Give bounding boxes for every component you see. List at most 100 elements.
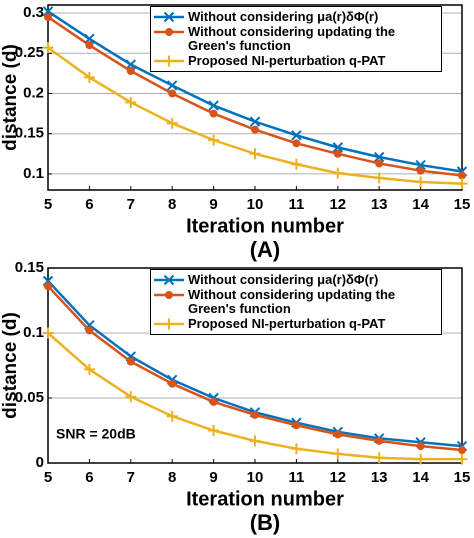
x-axis-label: Iteration number bbox=[186, 488, 344, 510]
marker bbox=[291, 130, 302, 141]
marker bbox=[165, 28, 173, 36]
marker bbox=[126, 66, 135, 75]
marker bbox=[415, 176, 427, 188]
y-tick-label: 0.2 bbox=[23, 84, 44, 101]
legend-label: Without considering updating the Green's… bbox=[188, 287, 396, 316]
legend-label: Proposed NI-perturbation q-PAT bbox=[188, 53, 386, 68]
marker bbox=[208, 425, 220, 436]
marker bbox=[292, 421, 301, 430]
marker bbox=[332, 167, 344, 179]
marker bbox=[163, 274, 175, 286]
marker bbox=[208, 100, 219, 111]
marker bbox=[125, 59, 137, 70]
y-tick-label: 0.15 bbox=[15, 259, 44, 276]
x-tick-label: 7 bbox=[127, 196, 135, 213]
legend-entry: Proposed NI-perturbation q-PAT bbox=[154, 317, 438, 331]
marker bbox=[83, 363, 95, 375]
y-axis-label: distance (d) bbox=[0, 44, 21, 151]
marker bbox=[42, 327, 54, 339]
marker bbox=[290, 443, 302, 455]
y-tick-label: 0.1 bbox=[23, 165, 44, 182]
marker bbox=[373, 151, 385, 163]
legend-entry: Proposed NI-perturbation q-PAT bbox=[154, 54, 438, 68]
marker bbox=[332, 448, 344, 460]
x-tick-label: 14 bbox=[412, 469, 429, 486]
marker bbox=[251, 410, 259, 419]
marker bbox=[163, 318, 175, 330]
y-tick-label: 0 bbox=[36, 454, 44, 471]
marker bbox=[415, 453, 427, 465]
marker bbox=[83, 71, 95, 83]
x-tick-label: 10 bbox=[247, 196, 264, 213]
x-tick-label: 5 bbox=[44, 196, 52, 213]
marker bbox=[373, 452, 385, 464]
x-tick-label: 11 bbox=[288, 196, 304, 213]
marker bbox=[416, 442, 425, 451]
marker bbox=[125, 96, 137, 108]
axes-box bbox=[47, 267, 463, 464]
marker bbox=[332, 142, 344, 153]
marker bbox=[44, 13, 52, 22]
legend-swatch bbox=[154, 291, 184, 299]
legend-label: Without considering μa(r)δΦ(r) bbox=[188, 272, 379, 287]
x-tick-label: 9 bbox=[209, 196, 217, 213]
marker bbox=[290, 158, 302, 170]
marker bbox=[163, 11, 175, 23]
x-axis-label: Iteration number bbox=[186, 215, 344, 237]
legend-label: Proposed NI-perturbation q-PAT bbox=[188, 316, 386, 331]
marker bbox=[375, 436, 384, 445]
marker bbox=[333, 430, 342, 439]
legend-swatch bbox=[154, 28, 184, 36]
marker bbox=[375, 159, 384, 168]
marker bbox=[458, 446, 466, 454]
marker bbox=[456, 453, 468, 465]
x-tick-label: 5 bbox=[44, 469, 52, 486]
marker bbox=[165, 291, 173, 299]
y-tick-label: 0.1 bbox=[23, 324, 44, 341]
x-tick-label: 9 bbox=[209, 469, 217, 486]
y-axis-label: distance (d) bbox=[0, 312, 21, 419]
y-tick-label: 0.05 bbox=[15, 389, 44, 406]
marker bbox=[85, 326, 94, 335]
marker bbox=[373, 172, 385, 184]
y-tick-label: 0.25 bbox=[15, 44, 44, 61]
annotation: SNR = 20dB bbox=[56, 426, 136, 442]
legend-entry: Without considering μa(r)δΦ(r) bbox=[154, 10, 438, 24]
y-tick-label: 0.15 bbox=[15, 125, 44, 142]
legend-swatch bbox=[154, 274, 184, 286]
x-tick-label: 8 bbox=[168, 196, 176, 213]
marker bbox=[458, 171, 466, 180]
marker bbox=[333, 149, 342, 158]
marker bbox=[249, 116, 261, 127]
marker bbox=[456, 178, 468, 190]
marker bbox=[44, 282, 52, 291]
x-tick-label: 10 bbox=[247, 469, 264, 486]
legend-swatch bbox=[154, 318, 184, 330]
marker bbox=[416, 166, 425, 175]
y-tick-label: 0.3 bbox=[23, 4, 44, 21]
legend-entry: Without considering μa(r)δΦ(r) bbox=[154, 273, 438, 287]
marker bbox=[209, 397, 218, 406]
marker bbox=[126, 357, 135, 366]
x-tick-label: 13 bbox=[371, 469, 388, 486]
legend: Without considering μa(r)δΦ(r) Without co… bbox=[150, 6, 442, 72]
marker bbox=[166, 80, 178, 91]
legend-label: Without considering μa(r)δΦ(r) bbox=[188, 9, 379, 24]
x-tick-label: 6 bbox=[85, 196, 93, 213]
x-tick-label: 8 bbox=[168, 469, 176, 486]
legend-entry: Without considering updating the Green's… bbox=[154, 288, 438, 316]
x-tick-label: 15 bbox=[454, 469, 471, 486]
marker bbox=[251, 125, 259, 134]
caption: (B) bbox=[250, 510, 281, 535]
marker bbox=[166, 410, 178, 422]
x-tick-label: 7 bbox=[127, 469, 135, 486]
legend-swatch bbox=[154, 55, 184, 67]
marker bbox=[292, 139, 301, 148]
marker bbox=[249, 435, 261, 447]
x-tick-label: 6 bbox=[85, 469, 93, 486]
legend: Without considering μa(r)δΦ(r) Without co… bbox=[150, 269, 442, 335]
x-tick-label: 13 bbox=[371, 196, 388, 213]
marker bbox=[168, 379, 177, 388]
marker bbox=[42, 42, 54, 54]
